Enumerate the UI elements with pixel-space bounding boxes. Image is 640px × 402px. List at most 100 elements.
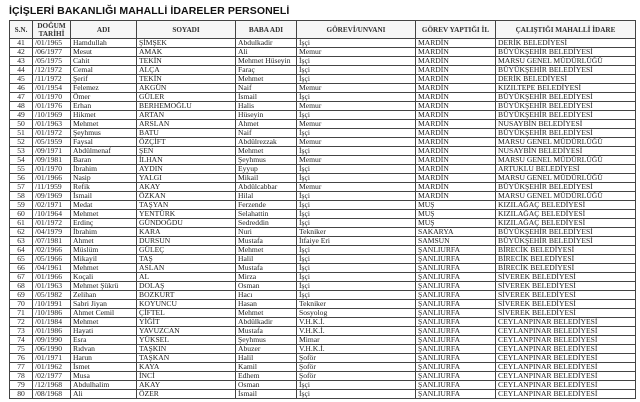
cell-province: SAMSUN	[415, 236, 496, 246]
cell-municipality: BÜYÜKŞEHİR BELEDİYESİ	[495, 227, 636, 237]
cell-province: ŞANLIURFA	[415, 380, 496, 390]
cell-first-name: Cahit	[70, 56, 137, 66]
table-row: 66/04/1961 Mehmet ASLAN Mustafa İşçi ŞANLIURF…	[9, 263, 636, 273]
cell-surname: BOZKURT	[136, 290, 236, 300]
cell-first-name: İsmet	[70, 362, 137, 372]
cell-first-name: Mehmet	[70, 317, 137, 327]
cell-surname: ARTAN	[136, 110, 236, 120]
cell-surname: ARSLAN	[136, 119, 236, 129]
cell-municipality: BÜYÜKŞEHİR BELEDİYESİ	[495, 236, 636, 246]
cell-municipality: MARSU GENEL MÜDÜRLÜĞÜ	[495, 137, 636, 147]
cell-province: MARDİN	[415, 128, 496, 138]
cell-surname: KAYA	[136, 362, 236, 372]
cell-municipality: BÜYÜKŞEHİR BELEDİYESİ	[495, 128, 636, 138]
cell-surname: GÜLEÇ	[136, 245, 236, 255]
cell-municipality: CEYLANPINAR BELEDİYESİ	[495, 335, 636, 345]
table-row: 49/10/1969 Hikmet ARTAN Hüseyin İşçi MARDİN BÜ…	[9, 110, 636, 120]
cell-province: MUŞ	[415, 209, 496, 219]
cell-first-name: Mikayil	[70, 254, 137, 264]
cell-municipality: KIZILAĞAÇ BELEDİYESİ	[495, 218, 636, 228]
cell-province: ŞANLIURFA	[415, 281, 496, 291]
cell-birth-date: /06/1977	[32, 47, 71, 57]
cell-first-name: Mehmet	[70, 119, 137, 129]
table-row: 71/10/1986 Ahmet Cemil ÇİFTEL Mehmet Sosyolo…	[9, 308, 636, 318]
cell-municipality: SİVEREK BELEDİYESİ	[495, 299, 636, 309]
cell-serial-number: 49	[9, 110, 33, 120]
cell-municipality: BÜYÜKŞEHİR BELEDİYESİ	[495, 65, 636, 75]
cell-municipality: KIZILAĞAÇ BELEDİYESİ	[495, 200, 636, 210]
table-row: 44/12/1972 Cemal ALÇA Faraç İşçi MARDİN BÜYÜKŞ…	[9, 65, 636, 75]
cell-position: Memur	[296, 119, 416, 129]
cell-province: MARDİN	[415, 101, 496, 111]
cell-position: İşçi	[296, 74, 416, 84]
table-row: 80/08/1968 Ali ÖZER İsmail İşçi ŞANLIURFA CEYL…	[9, 389, 636, 399]
cell-first-name: Abdülmenaf	[70, 146, 137, 156]
cell-surname: AKAY	[136, 380, 236, 390]
cell-serial-number: 47	[9, 92, 33, 102]
cell-father-name: Kamil	[235, 362, 297, 372]
cell-surname: ŞİMŞEK	[136, 38, 236, 48]
table-row: 73/01/1986 Hayati YAVUZCAN Mustafa V.H.K.İ. Ş…	[9, 326, 636, 336]
column-header-position: GÖREVİ/UNVANI	[296, 20, 416, 39]
cell-father-name: Halis	[235, 101, 297, 111]
cell-province: ŞANLIURFA	[415, 317, 496, 327]
cell-municipality: DERİK BELEDİYESİ	[495, 38, 636, 48]
cell-position: İşçi	[296, 200, 416, 210]
cell-father-name: Sedreddin	[235, 218, 297, 228]
cell-province: MARDİN	[415, 155, 496, 165]
table-row: 45/11/1972 Şerif TEKİN Mehmet İşçi MARDİN DERİ…	[9, 74, 636, 84]
cell-birth-date: /01/1971	[32, 353, 71, 363]
cell-father-name: Hüseyin	[235, 110, 297, 120]
cell-first-name: Mehmet Şükrü	[70, 281, 137, 291]
cell-father-name: Naif	[235, 83, 297, 93]
cell-position: V.H.K.İ.	[296, 344, 416, 354]
cell-first-name: İbrahim	[70, 164, 137, 174]
cell-father-name: Şeyhmus	[235, 155, 297, 165]
cell-birth-date: /09/1981	[32, 155, 71, 165]
cell-position: Şoför	[296, 371, 416, 381]
table-row: 70/10/1991 Sabri Jiyan KOYUNCU Hasan Teknike…	[9, 299, 636, 309]
cell-first-name: Mesut	[70, 47, 137, 57]
cell-serial-number: 64	[9, 245, 33, 255]
cell-father-name: Naif	[235, 128, 297, 138]
cell-birth-date: /12/1968	[32, 380, 71, 390]
cell-first-name: Hikmet	[70, 110, 137, 120]
cell-province: MARDİN	[415, 83, 496, 93]
cell-birth-date: /01/1966	[32, 272, 71, 282]
cell-municipality: CEYLANPINAR BELEDİYESİ	[495, 326, 636, 336]
cell-birth-date: /04/1961	[32, 263, 71, 273]
cell-father-name: Mustafa	[235, 326, 297, 336]
cell-position: Memur	[296, 47, 416, 57]
cell-birth-date: /01/1963	[32, 281, 71, 291]
cell-birth-date: /01/1970	[32, 164, 71, 174]
table-row: 74/09/1990 Esra YÜKSEL Şeyhmus Mimar ŞANLIURF…	[9, 335, 636, 345]
cell-first-name: Hamdullah	[70, 38, 137, 48]
cell-first-name: Sabri Jiyan	[70, 299, 137, 309]
cell-municipality: BİRECİK BELEDİYESİ	[495, 245, 636, 255]
cell-father-name: Mirza	[235, 272, 297, 282]
cell-position: İşçi	[296, 38, 416, 48]
cell-position: Memur	[296, 137, 416, 147]
cell-surname: TAŞKIN	[136, 344, 236, 354]
cell-surname: BERHEMOĞLU	[136, 101, 236, 111]
cell-birth-date: /01/1954	[32, 83, 71, 93]
document-title: İÇİŞLERİ BAKANLIĞI MAHALLİ İDARELER PERS…	[9, 5, 290, 17]
cell-birth-date: /04/1979	[32, 227, 71, 237]
cell-municipality: DERİK BELEDİYESİ	[495, 74, 636, 84]
cell-birth-date: /07/1981	[32, 236, 71, 246]
table-row: 54/09/1981 Baran İLHAN Şeyhmus Memur MARDİN MA…	[9, 155, 636, 165]
cell-province: MARDİN	[415, 191, 496, 201]
cell-surname: ALÇA	[136, 65, 236, 75]
cell-municipality: CEYLANPINAR BELEDİYESİ	[495, 362, 636, 372]
cell-birth-date: /10/1964	[32, 209, 71, 219]
cell-first-name: Faysal	[70, 137, 137, 147]
cell-position: Memur	[296, 83, 416, 93]
cell-first-name: Şerif	[70, 74, 137, 84]
cell-father-name: Mehmet	[235, 308, 297, 318]
cell-surname: TAŞKAN	[136, 353, 236, 363]
cell-father-name: Hacı	[235, 290, 297, 300]
table-row: 64/02/1966 Müslüm GÜLEÇ Mehmet İşçi ŞANLIURFA…	[9, 245, 636, 255]
cell-serial-number: 54	[9, 155, 33, 165]
cell-province: MARDİN	[415, 92, 496, 102]
cell-father-name: Abdülkadir	[235, 317, 297, 327]
